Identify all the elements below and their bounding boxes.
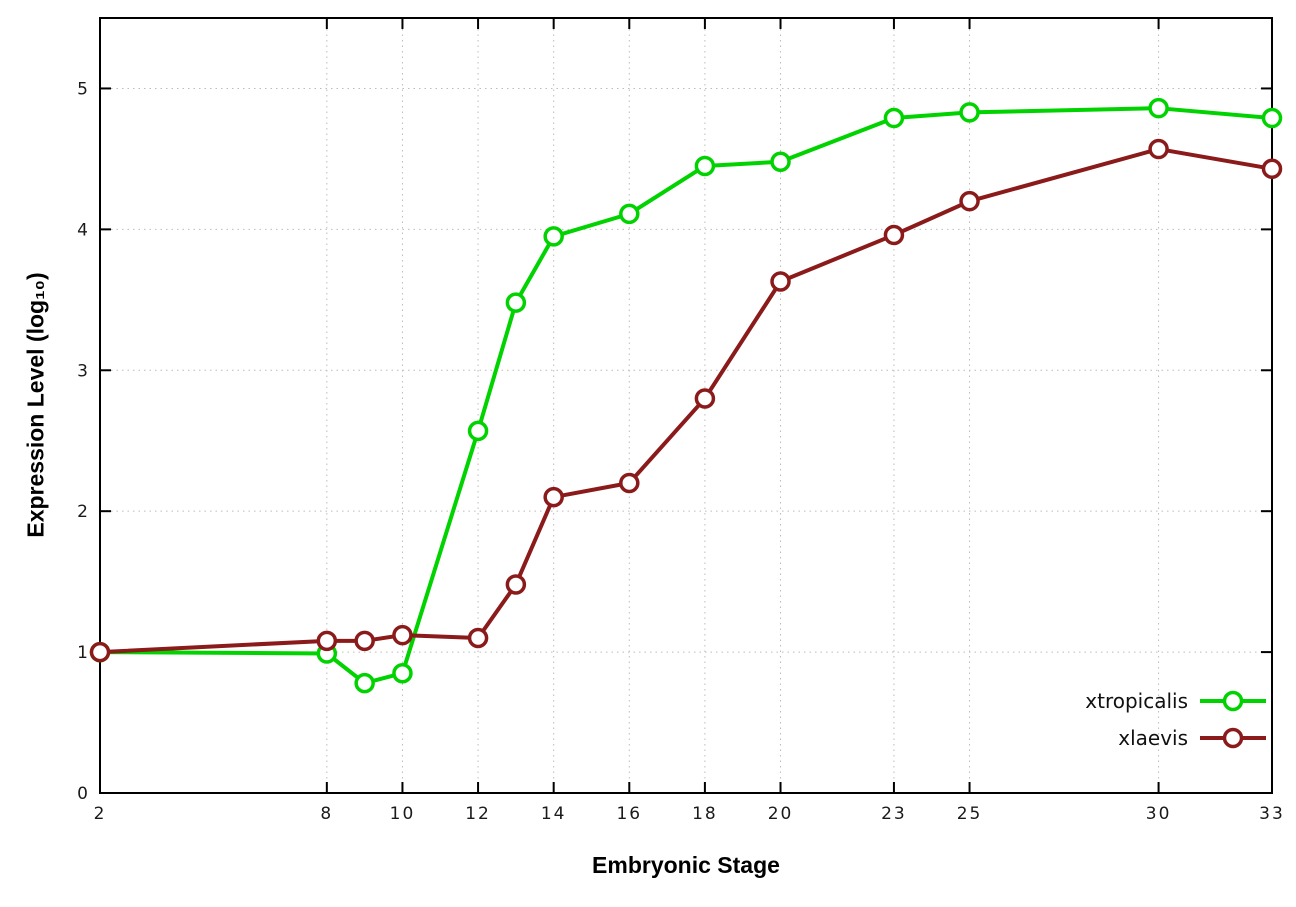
- series-point-xtropicalis: [354, 672, 375, 694]
- y-axis-title: Expression Level (log₁₀): [22, 272, 49, 538]
- y-tick-label: 5: [77, 79, 88, 99]
- series-point-xlaevis: [316, 630, 338, 652]
- x-tick-label: 18: [692, 804, 718, 824]
- x-tick-label: 8: [320, 804, 333, 824]
- y-tick-label: 4: [77, 220, 88, 240]
- series-point-xtropicalis: [505, 292, 527, 313]
- x-tick-label: 25: [957, 804, 983, 824]
- x-tick-label: 33: [1259, 804, 1285, 824]
- series-point-xlaevis: [543, 486, 564, 508]
- series-point-xtropicalis: [959, 102, 980, 123]
- series-line-xlaevis: [98, 147, 1274, 655]
- x-tick-label: 30: [1146, 804, 1172, 824]
- series-point-xtropicalis: [883, 107, 905, 129]
- legend-label-xlaevis: xlaevis: [1118, 726, 1188, 750]
- series-point-xlaevis: [505, 574, 527, 595]
- series-point-xlaevis: [694, 388, 716, 409]
- series-point-xtropicalis: [1148, 97, 1169, 119]
- series-point-xtropicalis: [619, 203, 640, 225]
- series-point-xlaevis: [770, 271, 791, 292]
- y-tick-label: 2: [77, 502, 88, 522]
- series-point-xlaevis: [1148, 138, 1169, 160]
- series-point-xtropicalis: [694, 155, 716, 177]
- series-point-xlaevis: [619, 472, 640, 494]
- series-line-xtropicalis: [98, 106, 1274, 686]
- series-point-xlaevis: [392, 624, 413, 646]
- series-point-xtropicalis: [543, 226, 564, 247]
- x-tick-label: 20: [768, 804, 794, 824]
- x-tick-label: 12: [465, 804, 491, 824]
- x-axis-title: Embryonic Stage: [592, 852, 780, 878]
- series-point-xlaevis: [467, 627, 489, 649]
- series-point-xlaevis: [959, 190, 980, 212]
- series-point-xtropicalis: [770, 151, 791, 172]
- legend-marker-xlaevis: [1222, 727, 1244, 749]
- y-tick-label: 0: [77, 784, 88, 804]
- x-tick-label: 10: [390, 804, 416, 824]
- series-point-xtropicalis: [467, 420, 489, 442]
- series-point-xlaevis: [354, 630, 375, 652]
- series-point-xlaevis: [883, 224, 905, 246]
- y-tick-label: 1: [77, 643, 88, 663]
- x-tick-label: 23: [881, 804, 907, 824]
- x-tick-label: 2: [94, 804, 107, 824]
- legend-marker-xtropicalis: [1222, 690, 1244, 712]
- series-point-xlaevis: [1261, 158, 1283, 180]
- series-point-xlaevis: [89, 641, 111, 663]
- x-tick-label: 14: [541, 804, 567, 824]
- series-point-xtropicalis: [392, 662, 413, 684]
- legend-label-xtropicalis: xtropicalis: [1085, 689, 1188, 713]
- x-tick-label: 16: [616, 804, 642, 824]
- plot-border: [99, 17, 1273, 794]
- y-tick-label: 3: [77, 361, 88, 381]
- series-point-xtropicalis: [1261, 107, 1283, 129]
